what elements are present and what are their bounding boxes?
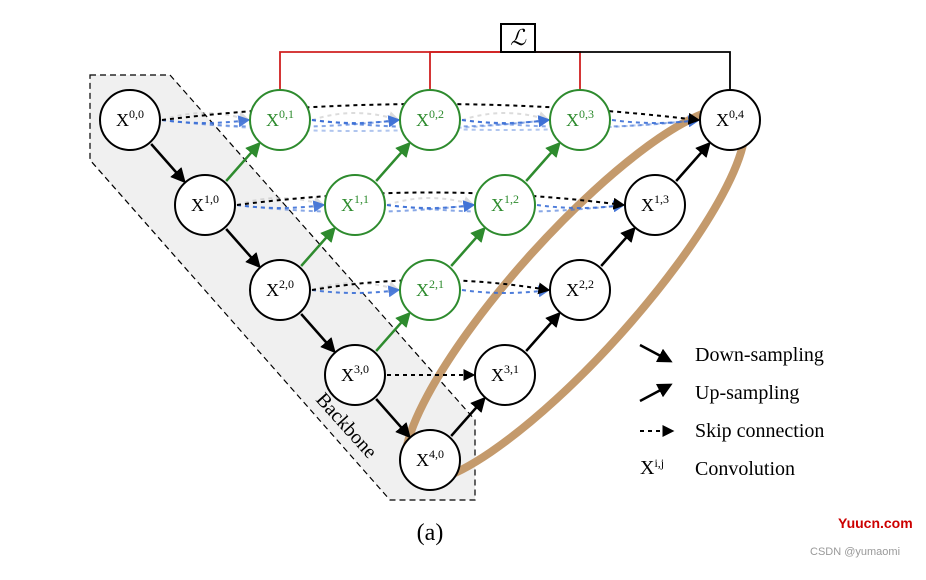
legend-up-icon xyxy=(640,385,670,401)
edge xyxy=(451,229,484,266)
legend-label-conv: Convolution xyxy=(695,458,795,480)
edge xyxy=(601,229,634,266)
edge xyxy=(462,120,548,123)
loss-connection xyxy=(535,52,730,90)
edge xyxy=(676,144,709,181)
edge xyxy=(312,113,398,120)
edge xyxy=(387,198,473,205)
legend-label-down: Down-sampling xyxy=(695,344,824,366)
edge xyxy=(312,120,398,123)
edge xyxy=(376,144,409,181)
watermark-author: CSDN @yumaomi xyxy=(810,546,900,558)
loss-connection xyxy=(280,52,501,90)
edge xyxy=(526,314,559,351)
legend-label-skip: Skip connection xyxy=(695,420,824,442)
legend-label-up: Up-sampling xyxy=(695,382,799,404)
legend-down-icon xyxy=(640,345,670,361)
caption: (a) xyxy=(417,520,444,546)
watermark-site: Yuucn.com xyxy=(838,515,913,531)
edge xyxy=(462,113,548,120)
loss-label: ℒ xyxy=(510,25,527,50)
edge xyxy=(462,290,548,293)
loss-connection xyxy=(430,52,501,90)
loss-connection xyxy=(535,52,580,90)
diagram-canvas: ℒX0,0X0,1X0,2X0,3X0,4X1,0X1,1X1,2X1,3X2,… xyxy=(0,0,926,580)
legend-conv-symbol: Xi,j xyxy=(640,456,664,479)
edge xyxy=(387,205,473,208)
edge xyxy=(526,144,559,181)
